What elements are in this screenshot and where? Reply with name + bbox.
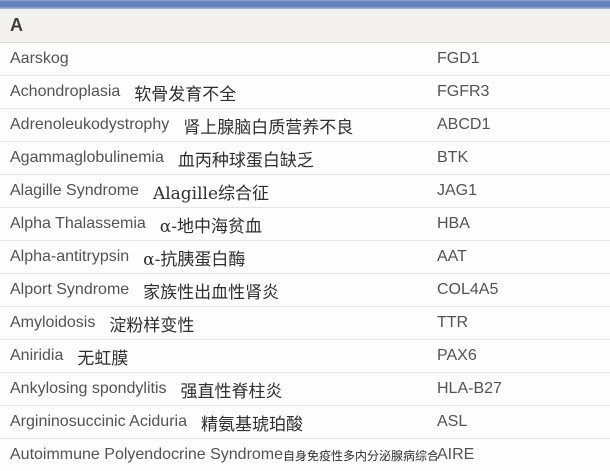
disease-name-english: Argininosuccinic Aciduria xyxy=(10,413,187,430)
gene-cell: COL4A5 xyxy=(437,281,610,299)
disease-name-chinese: 自身免疫性多内分泌腺病综合征 xyxy=(283,448,437,463)
gene-symbol[interactable]: FGFR3 xyxy=(437,83,490,100)
disease-name-cell: Ankylosing spondylitis 强直性脊柱炎 xyxy=(0,377,437,402)
disease-name-cell: Alpha-antitrypsin α-抗胰蛋白酶 xyxy=(0,245,437,270)
gene-cell: TTR xyxy=(437,314,610,332)
section-letter: A xyxy=(10,15,24,35)
gene-symbol[interactable]: AIRE xyxy=(437,446,475,463)
disease-name-chinese: Alagille综合征 xyxy=(152,183,270,204)
disease-name-english: Autoimmune Polyendocrine Syndrome xyxy=(10,446,284,463)
gene-cell: FGD1 xyxy=(437,50,610,68)
disease-name-cell: Autoimmune Polyendocrine Syndrome 自身免疫性多… xyxy=(0,446,437,464)
disease-name-english: Alpha-antitrypsin xyxy=(10,248,130,265)
table-row[interactable]: Alpha Thalassemia α-地中海贫血 HBA xyxy=(0,208,610,241)
table-row[interactable]: Aarskog FGD1 xyxy=(0,43,610,76)
gene-symbol[interactable]: ABCD1 xyxy=(437,116,491,133)
disease-name-english: Achondroplasia xyxy=(10,83,121,100)
disease-name-chinese: α-抗胰蛋白酶 xyxy=(143,249,246,270)
gene-symbol[interactable]: COL4A5 xyxy=(437,281,499,298)
disease-name-cell: Amyloidosis 淀粉样变性 xyxy=(0,311,437,336)
disease-name-english: Ankylosing spondylitis xyxy=(10,380,167,397)
gene-cell: FGFR3 xyxy=(437,83,610,101)
disease-name-english: Alpha Thalassemia xyxy=(10,215,146,232)
gene-cell: HBA xyxy=(437,215,610,233)
disease-name-chinese: 精氨基琥珀酸 xyxy=(200,414,303,435)
disease-name-english: Alagille Syndrome xyxy=(10,182,139,199)
section-header: A xyxy=(0,9,610,43)
disease-name-cell: Achondroplasia 软骨发育不全 xyxy=(0,80,437,105)
table-row[interactable]: Aniridia 无虹膜 PAX6 xyxy=(0,340,610,373)
table-row[interactable]: Ankylosing spondylitis 强直性脊柱炎 HLA-B27 xyxy=(0,373,610,406)
disease-name-chinese: 无虹膜 xyxy=(77,348,129,369)
disease-name-english: Amyloidosis xyxy=(10,314,96,331)
table-row[interactable]: Adrenoleukodystrophy 肾上腺脑白质营养不良 ABCD1 xyxy=(0,109,610,142)
gene-cell: ABCD1 xyxy=(437,116,610,134)
disease-name-cell: Adrenoleukodystrophy 肾上腺脑白质营养不良 xyxy=(0,113,437,138)
disease-name-english: Adrenoleukodystrophy xyxy=(10,116,170,133)
disease-name-cell: Alport Syndrome 家族性出血性肾炎 xyxy=(0,278,437,303)
disease-name-chinese: α-地中海贫血 xyxy=(159,216,263,237)
disease-name-english: Alport Syndrome xyxy=(10,281,130,298)
gene-cell: BTK xyxy=(437,149,610,167)
table-row[interactable]: Agammaglobulinemia 血丙种球蛋白缺乏 BTK xyxy=(0,142,610,175)
gene-symbol[interactable]: ASL xyxy=(437,413,468,430)
table-row[interactable]: Alport Syndrome 家族性出血性肾炎 COL4A5 xyxy=(0,274,610,307)
table-row[interactable]: Amyloidosis 淀粉样变性 TTR xyxy=(0,307,610,340)
table-row[interactable]: Alagille Syndrome Alagille综合征 JAG1 xyxy=(0,175,610,208)
disease-name-chinese: 强直性脊柱炎 xyxy=(180,381,283,402)
disease-name-cell: Alagille Syndrome Alagille综合征 xyxy=(0,179,437,204)
gene-symbol[interactable]: HBA xyxy=(437,215,470,232)
gene-cell: JAG1 xyxy=(437,182,610,200)
disease-name-english: Agammaglobulinemia xyxy=(10,149,164,166)
disease-name-chinese: 肾上腺脑白质营养不良 xyxy=(183,117,354,138)
disease-gene-table: Aarskog FGD1 Achondroplasia 软骨发育不全 FGFR3… xyxy=(0,43,610,471)
table-row[interactable]: Autoimmune Polyendocrine Syndrome 自身免疫性多… xyxy=(0,439,610,471)
gene-symbol[interactable]: PAX6 xyxy=(437,347,477,364)
top-accent-bar xyxy=(0,0,610,9)
table-row[interactable]: Alpha-antitrypsin α-抗胰蛋白酶 AAT xyxy=(0,241,610,274)
disease-name-cell: Aniridia 无虹膜 xyxy=(0,344,437,369)
disease-name-english: Aarskog xyxy=(10,50,69,67)
gene-symbol[interactable]: BTK xyxy=(437,149,469,166)
gene-symbol[interactable]: HLA-B27 xyxy=(437,380,502,397)
disease-name-cell: Alpha Thalassemia α-地中海贫血 xyxy=(0,212,437,237)
gene-symbol[interactable]: FGD1 xyxy=(437,50,480,67)
gene-cell: AIRE xyxy=(437,446,610,464)
gene-symbol[interactable]: JAG1 xyxy=(437,182,478,199)
disease-name-chinese: 血丙种球蛋白缺乏 xyxy=(177,150,314,171)
disease-name-cell: Argininosuccinic Aciduria 精氨基琥珀酸 xyxy=(0,410,437,435)
disease-name-cell: Agammaglobulinemia 血丙种球蛋白缺乏 xyxy=(0,146,437,171)
disease-name-chinese: 家族性出血性肾炎 xyxy=(143,282,280,303)
disease-name-chinese: 软骨发育不全 xyxy=(134,84,237,105)
gene-symbol[interactable]: AAT xyxy=(437,248,467,265)
disease-name-chinese: 淀粉样变性 xyxy=(109,315,195,336)
disease-name-cell: Aarskog xyxy=(0,50,437,68)
gene-cell: ASL xyxy=(437,413,610,431)
gene-cell: PAX6 xyxy=(437,347,610,365)
gene-symbol[interactable]: TTR xyxy=(437,314,469,331)
disease-name-english: Aniridia xyxy=(10,347,64,364)
gene-cell: HLA-B27 xyxy=(437,380,610,398)
table-row[interactable]: Achondroplasia 软骨发育不全 FGFR3 xyxy=(0,76,610,109)
table-row[interactable]: Argininosuccinic Aciduria 精氨基琥珀酸 ASL xyxy=(0,406,610,439)
gene-cell: AAT xyxy=(437,248,610,266)
